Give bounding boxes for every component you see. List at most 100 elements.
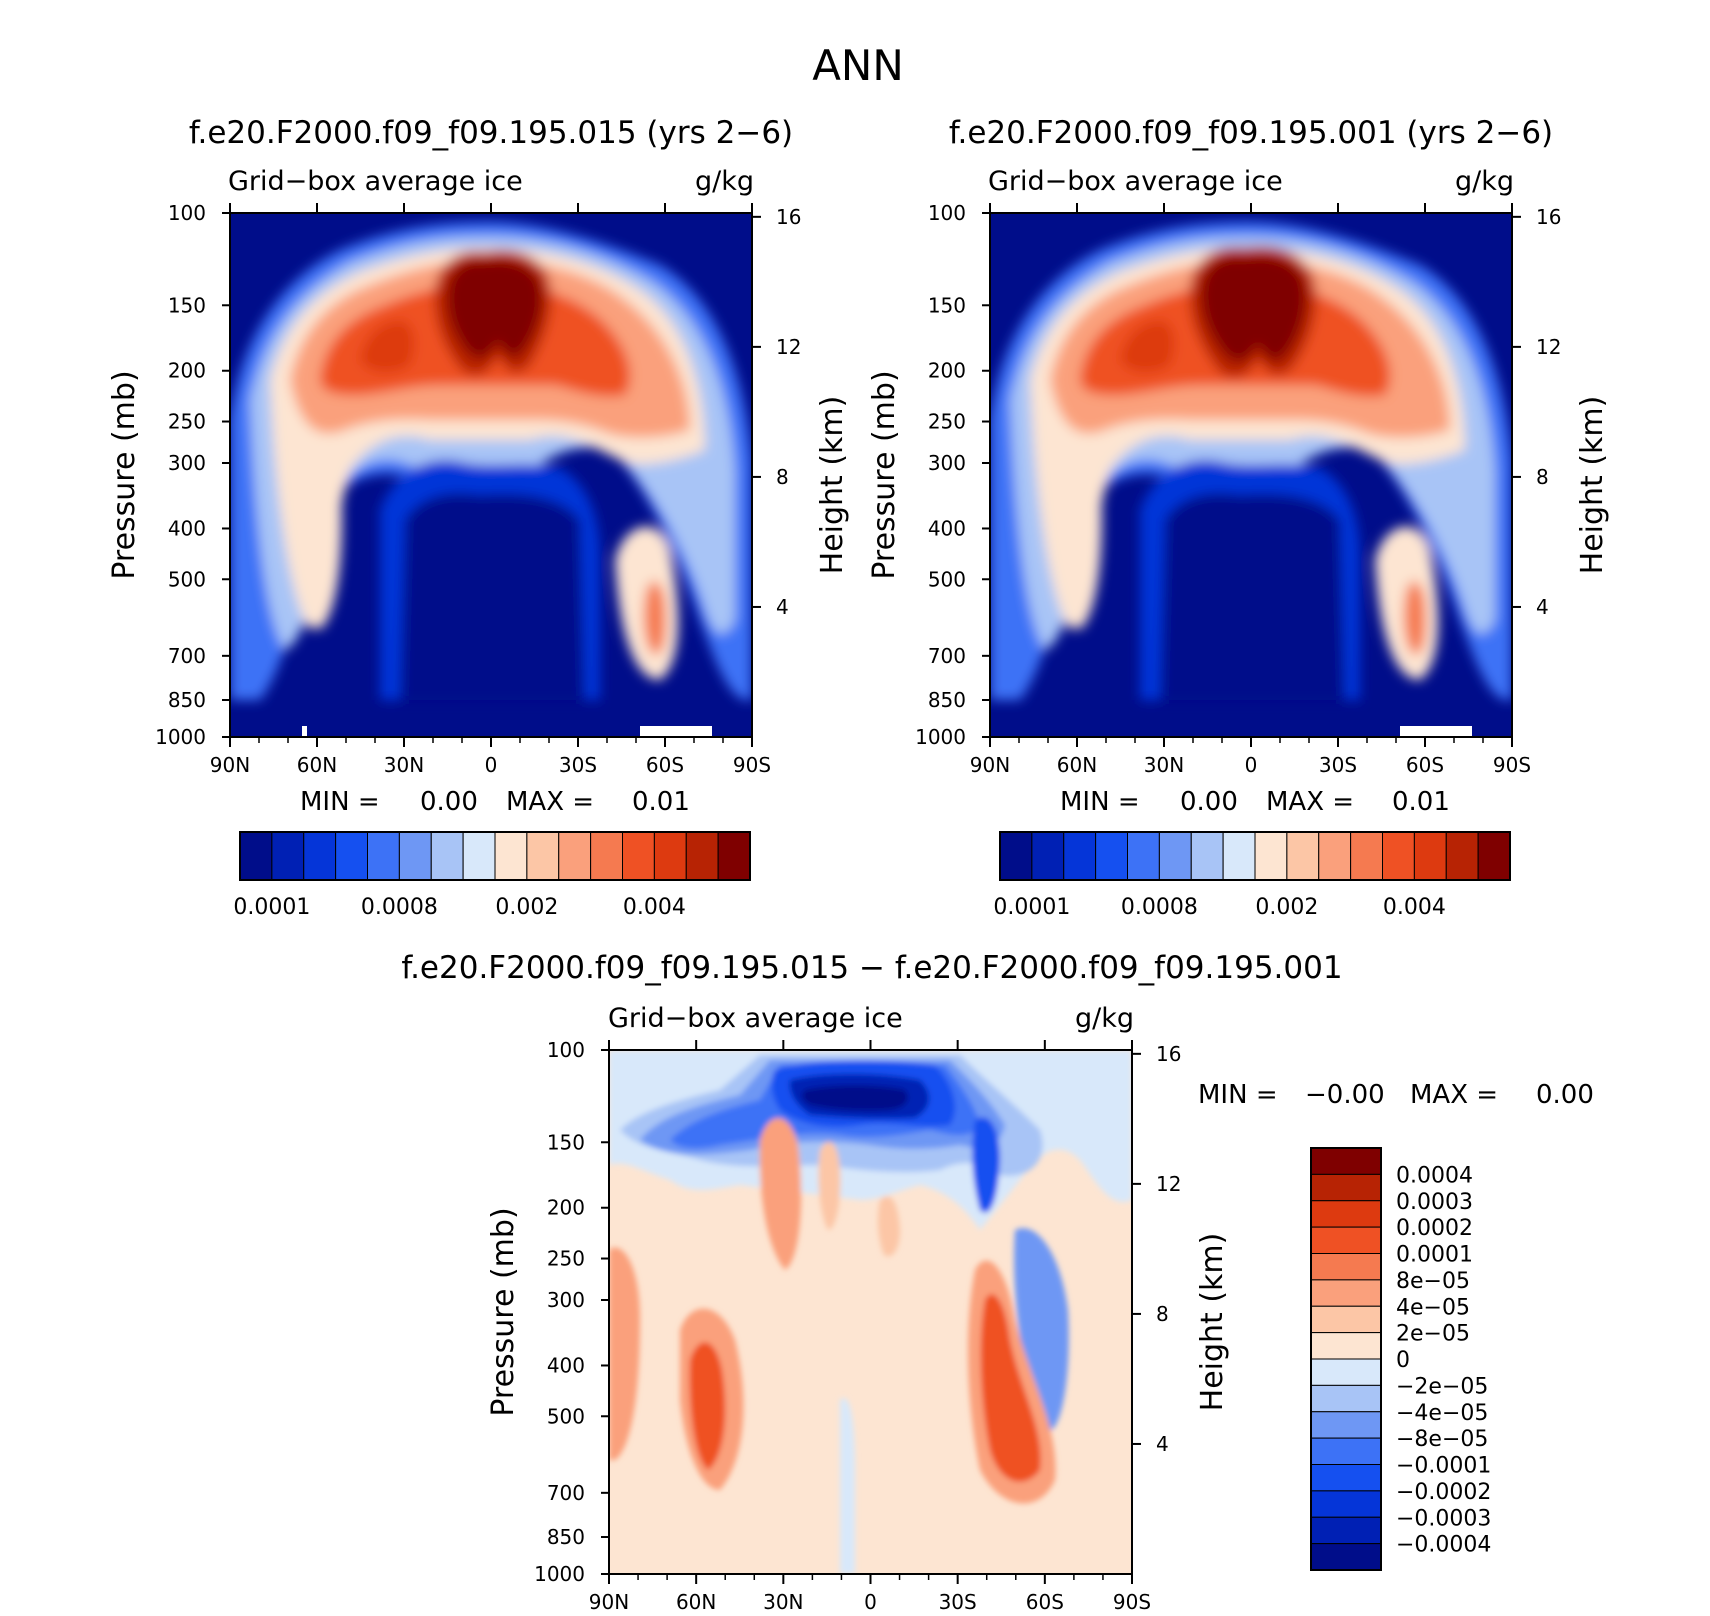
colorbar-swatch bbox=[999, 831, 1033, 881]
y-axis-label: Pressure (mb) bbox=[107, 370, 142, 579]
colorbar-swatch bbox=[1286, 831, 1320, 881]
y2-axis-label: Height (km) bbox=[1195, 1233, 1230, 1412]
y2-tick-label: 4 bbox=[1536, 595, 1549, 619]
colorbar-swatch bbox=[494, 831, 528, 881]
contour-nh-blob bbox=[689, 1342, 726, 1470]
x-tick-label: 30N bbox=[1144, 753, 1184, 777]
y-tick-label: 300 bbox=[928, 451, 966, 475]
colorbar: 0.0001 0.0008 0.002 0.004 bbox=[993, 831, 1511, 920]
colorbar-tick-label: 0.0001 bbox=[1396, 1243, 1473, 1268]
y-tick-label: 850 bbox=[928, 688, 966, 712]
colorbar-frame bbox=[1310, 1147, 1382, 1571]
colorbar-swatch bbox=[1222, 831, 1256, 881]
contour-red-finger-15n bbox=[818, 1141, 841, 1230]
colorbar-tick-label: −2e−05 bbox=[1396, 1374, 1488, 1399]
y-tick-label: 500 bbox=[168, 567, 206, 591]
contour-red-finger-eq bbox=[877, 1196, 900, 1257]
units-label: g/kg bbox=[1075, 1003, 1134, 1034]
colorbar-tick-label: 0.0002 bbox=[1396, 1216, 1473, 1241]
min-label: MIN = bbox=[1198, 1080, 1278, 1110]
colorbar-frame bbox=[999, 831, 1511, 881]
colorbar-swatch bbox=[1350, 831, 1383, 881]
colorbar-tick-label: −0.0003 bbox=[1396, 1506, 1491, 1531]
panel-title: f.e20.F2000.f09_f09.195.015 − f.e20.F200… bbox=[401, 950, 1342, 986]
y2-tick-label: 8 bbox=[776, 465, 789, 489]
y2-tick-label: 12 bbox=[1156, 1172, 1181, 1196]
colorbar-tick-label: 0.002 bbox=[495, 895, 558, 920]
axes: 100 150 200 250 300 400 500 700 850 1000 16 12 8 4 90N… bbox=[486, 1038, 1230, 1614]
x-tick-label: 0 bbox=[1245, 753, 1258, 777]
x-tick-label: 60N bbox=[1057, 753, 1097, 777]
y-tick-label: 200 bbox=[547, 1196, 585, 1220]
y-tick-label: 200 bbox=[928, 359, 966, 383]
y-tick-label: 850 bbox=[168, 688, 206, 712]
axes: 100 150 200 250 300 400 500 700 850 1000 16 12 8 4 90N… bbox=[107, 201, 850, 777]
min-value: −0.00 bbox=[1305, 1080, 1385, 1110]
y-tick-label: 250 bbox=[168, 410, 206, 434]
x-tick-label: 0 bbox=[485, 753, 498, 777]
colorbar-swatch bbox=[1095, 831, 1128, 881]
units-label: g/kg bbox=[695, 166, 754, 197]
colorbar-swatch bbox=[685, 831, 719, 881]
max-value: 0.00 bbox=[1536, 1080, 1594, 1110]
contour-red-finger-30n-outer bbox=[759, 1118, 802, 1270]
colorbar-swatch bbox=[1031, 831, 1065, 881]
x-tick-label: 90N bbox=[970, 753, 1010, 777]
max-value: 0.01 bbox=[1392, 787, 1450, 817]
colorbar-tick-label: 0.0008 bbox=[361, 895, 438, 920]
contour-band-core bbox=[802, 1085, 908, 1111]
contour-band-dark-red-left bbox=[1120, 320, 1175, 373]
colorbar-swatch bbox=[239, 831, 273, 881]
colorbar-tick-label: 0 bbox=[1396, 1348, 1410, 1373]
y-tick-label: 1000 bbox=[155, 725, 206, 749]
max-label: MAX = bbox=[506, 787, 594, 817]
colorbar-swatch bbox=[1310, 1437, 1382, 1465]
axes: 100 150 200 250 300 400 500 700 850 1000 16 12 8 4 90N… bbox=[867, 201, 1610, 777]
y-tick-label: 400 bbox=[928, 516, 966, 540]
x-tick-label: 30N bbox=[763, 1590, 803, 1614]
y-axis-label: Pressure (mb) bbox=[486, 1207, 521, 1416]
colorbar-swatch bbox=[590, 831, 623, 881]
colorbar-swatch bbox=[271, 831, 305, 881]
y-tick-label: 700 bbox=[168, 644, 206, 668]
colorbar-swatch bbox=[1310, 1464, 1382, 1492]
contour-finger-sh bbox=[972, 1117, 1000, 1213]
colorbar-swatch bbox=[1190, 831, 1224, 881]
x-tick-label: 30S bbox=[559, 753, 597, 777]
contour-field bbox=[990, 213, 1512, 737]
contour-band-nh-tongue bbox=[290, 426, 342, 630]
colorbar-swatch bbox=[1310, 1226, 1382, 1254]
colorbar-swatch bbox=[1382, 831, 1415, 881]
contour-band-dark-red-right bbox=[570, 325, 600, 359]
colorbar-swatch bbox=[430, 831, 464, 881]
y2-tick-label: 12 bbox=[1536, 335, 1561, 359]
y2-axis-label: Height (km) bbox=[1575, 396, 1610, 575]
contour-field bbox=[609, 1050, 1132, 1574]
contour-band-sh-blob-core bbox=[1403, 581, 1427, 655]
min-value: 0.00 bbox=[420, 787, 478, 817]
y2-tick-label: 16 bbox=[776, 205, 801, 229]
colorbar: 0.0001 0.0008 0.002 0.004 bbox=[233, 831, 751, 920]
colorbar-tick-label: 0.0004 bbox=[1396, 1163, 1473, 1188]
colorbar-swatch bbox=[1310, 1147, 1382, 1175]
contour-band-core bbox=[447, 260, 542, 358]
colorbar-swatch bbox=[1310, 1543, 1382, 1571]
y-tick-label: 100 bbox=[168, 201, 206, 225]
colorbar-tick-label: 0.0001 bbox=[993, 895, 1070, 920]
colorbar-swatch bbox=[526, 831, 560, 881]
x-tick-label: 30S bbox=[939, 1590, 977, 1614]
contour-sh-blob bbox=[980, 1294, 1041, 1482]
panel-right: f.e20.F2000.f09_f09.195.001 (yrs 2−6) Gr… bbox=[867, 115, 1610, 920]
y2-axis-label: Height (km) bbox=[815, 396, 850, 575]
panel-left: f.e20.F2000.f09_f09.195.015 (yrs 2−6) Gr… bbox=[107, 115, 850, 920]
colorbar-swatch bbox=[367, 831, 400, 881]
y-axis-label: Pressure (mb) bbox=[867, 370, 902, 579]
x-tick-label: 90S bbox=[733, 753, 771, 777]
min-value: 0.00 bbox=[1180, 787, 1238, 817]
colorbar-swatch bbox=[622, 831, 655, 881]
colorbar-swatch bbox=[1413, 831, 1447, 881]
colorbar-tick-label: 0.004 bbox=[623, 895, 686, 920]
y2-tick-label: 8 bbox=[1536, 465, 1549, 489]
y2-tick-label: 16 bbox=[1536, 205, 1561, 229]
y-tick-label: 250 bbox=[928, 410, 966, 434]
